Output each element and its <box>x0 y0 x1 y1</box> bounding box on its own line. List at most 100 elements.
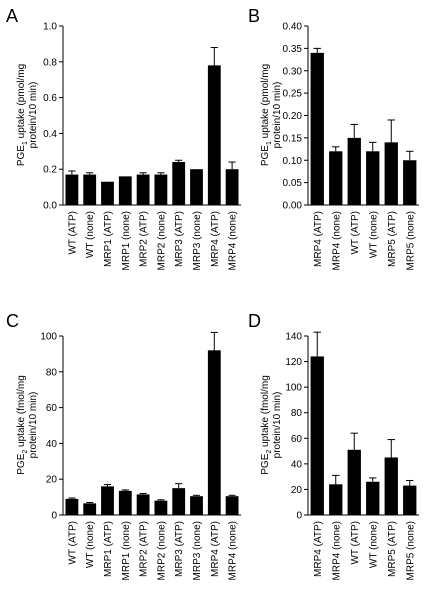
x-tick-label: MRP4 (none) <box>331 521 342 580</box>
bar <box>207 65 221 205</box>
y-tick-label: 20 <box>291 485 303 496</box>
x-tick-label: WT (ATP) <box>350 521 361 565</box>
bar <box>83 503 97 515</box>
y-tick-label: 0.0 <box>43 201 57 212</box>
x-tick-label: WT (ATP) <box>67 521 78 565</box>
x-tick-label: MRP5 (ATP) <box>387 211 398 267</box>
bar <box>190 496 203 515</box>
bar <box>384 142 398 205</box>
x-tick-label: MRP4 (none) <box>331 211 342 270</box>
x-tick-label: WT (none) <box>368 211 379 258</box>
bar <box>172 162 186 205</box>
y-axis-label: PGE2 uptake (fmol/mgprotein/10 min) <box>260 375 283 475</box>
bar <box>366 481 380 515</box>
bar <box>366 151 380 205</box>
x-tick-label: MRP1 (ATP) <box>103 521 114 577</box>
bar <box>101 181 114 205</box>
y-tick-label: 40 <box>46 439 58 450</box>
bar <box>329 484 343 515</box>
x-tick-label: MRP4 (ATP) <box>210 521 221 577</box>
chart-panel-c: C 0 20 40 60 80 100 PGE2 uptake (fmol/mgprotein… <box>6 311 241 580</box>
bar <box>329 151 343 205</box>
chart-panel-d: D 0 20 40 60 80 100 120 140 PGE2 uptake (fmol/mgp… <box>248 311 419 580</box>
bar <box>190 169 203 205</box>
x-tick-label: MRP4 (ATP) <box>313 211 324 267</box>
x-tick-label: MRP2 (none) <box>156 521 167 580</box>
y-tick-label: 0.15 <box>283 133 303 144</box>
x-tick-label: WT (none) <box>85 521 96 568</box>
y-axis-label: PGE1 uptake (pmol/mgprotein/10 min) <box>260 64 283 166</box>
bar <box>347 137 361 205</box>
y-tick-label: 0.35 <box>283 44 303 55</box>
y-tick-label: 60 <box>46 403 58 414</box>
bar <box>154 500 168 515</box>
panel-letter: D <box>248 311 261 331</box>
y-tick-label: 0.40 <box>283 22 303 33</box>
x-tick-label: MRP3 (ATP) <box>174 521 185 577</box>
panel-letter: A <box>6 6 18 26</box>
chart-panel-a: A 0.0 0.2 0.4 0.6 0.8 1.0 PGE1 uptake (pmol/mgp… <box>6 6 241 270</box>
y-tick-label: 140 <box>285 332 302 343</box>
panel-letter: C <box>6 311 19 331</box>
x-tick-label: MRP5 (none) <box>405 521 416 580</box>
bar <box>403 485 417 515</box>
x-tick-label: MRP2 (none) <box>156 211 167 270</box>
bar <box>172 488 186 515</box>
bar <box>101 486 114 515</box>
bar <box>225 169 239 205</box>
y-tick-label: 120 <box>285 357 302 368</box>
x-tick-label: MRP3 (none) <box>192 211 203 270</box>
x-tick-label: MRP3 (none) <box>192 521 203 580</box>
y-tick-label: 0.30 <box>283 66 303 77</box>
bar <box>83 174 97 205</box>
bar <box>310 356 324 515</box>
x-tick-label: MRP1 (none) <box>121 211 132 270</box>
y-tick-label: 0.6 <box>43 93 57 104</box>
y-tick-label: 80 <box>291 408 303 419</box>
y-tick-label: 0.20 <box>283 111 303 122</box>
x-tick-label: MRP2 (ATP) <box>139 211 150 267</box>
y-tick-label: 60 <box>291 434 303 445</box>
y-tick-label: 0 <box>51 511 57 522</box>
y-tick-label: 1.0 <box>43 22 57 33</box>
bar <box>136 494 150 515</box>
x-tick-label: MRP5 (none) <box>405 211 416 270</box>
panel-letter: B <box>248 6 260 26</box>
y-tick-label: 0.10 <box>283 156 303 167</box>
x-tick-label: MRP2 (ATP) <box>139 521 150 577</box>
y-tick-label: 0 <box>296 511 302 522</box>
x-tick-label: WT (ATP) <box>350 211 361 255</box>
y-tick-label: 40 <box>291 459 303 470</box>
bar <box>225 496 239 515</box>
y-axis-label: PGE1 uptake (pmol/mgprotein/10 min) <box>16 64 39 166</box>
bar <box>384 457 398 515</box>
bar <box>65 174 79 205</box>
bar <box>310 52 324 205</box>
x-tick-label: MRP4 (ATP) <box>210 211 221 267</box>
x-tick-label: MRP1 (none) <box>121 521 132 580</box>
y-tick-label: 20 <box>46 475 58 486</box>
bar <box>118 176 132 205</box>
y-tick-label: 80 <box>46 367 58 378</box>
y-tick-label: 0.00 <box>283 201 303 212</box>
y-tick-label: 0.4 <box>43 129 57 140</box>
y-tick-label: 100 <box>40 332 57 343</box>
y-tick-label: 100 <box>285 383 302 394</box>
y-axis-label: PGE2 uptake (fmol/mgprotein/10 min) <box>16 375 39 475</box>
bar <box>347 449 361 515</box>
x-tick-label: WT (none) <box>85 211 96 258</box>
bar <box>154 174 168 205</box>
x-tick-label: MRP4 (none) <box>228 211 239 270</box>
x-tick-label: MRP1 (ATP) <box>103 211 114 267</box>
y-tick-label: 0.2 <box>43 165 57 176</box>
y-tick-label: 0.05 <box>283 178 303 189</box>
bar <box>118 490 132 515</box>
x-tick-label: MRP5 (ATP) <box>387 521 398 577</box>
x-tick-label: WT (none) <box>368 521 379 568</box>
bar <box>403 160 417 205</box>
x-tick-label: MRP3 (ATP) <box>174 211 185 267</box>
x-tick-label: MRP4 (none) <box>228 521 239 580</box>
bar <box>65 498 79 515</box>
y-tick-label: 0.8 <box>43 57 57 68</box>
